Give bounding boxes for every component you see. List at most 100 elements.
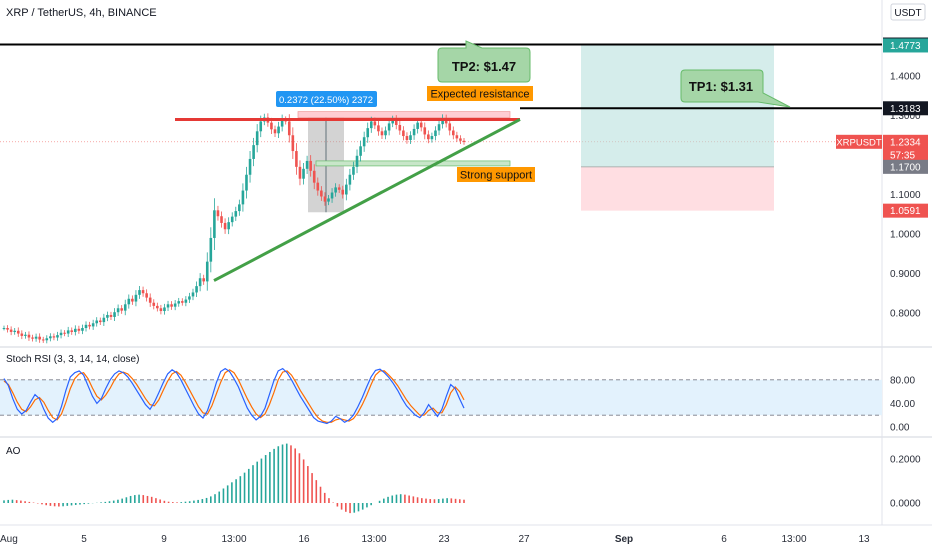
candle-body bbox=[116, 308, 120, 313]
candle-body bbox=[148, 297, 152, 303]
price-tick: 1.3000 bbox=[890, 111, 921, 122]
price-tick: 1.0000 bbox=[890, 230, 921, 241]
candle-body bbox=[255, 131, 259, 146]
price-tick: 0.8000 bbox=[890, 309, 921, 320]
candles bbox=[2, 113, 466, 344]
tp2-callout bbox=[437, 40, 531, 83]
candle-body bbox=[63, 332, 66, 334]
candle-body bbox=[98, 320, 102, 323]
candle-body bbox=[74, 328, 77, 332]
candle-body bbox=[402, 130, 405, 137]
candle-body bbox=[188, 296, 191, 300]
candle-body bbox=[462, 140, 466, 142]
candle-body bbox=[209, 237, 213, 262]
candle-body bbox=[24, 334, 27, 336]
candle-body bbox=[84, 324, 88, 329]
candle-body bbox=[220, 216, 223, 223]
candle-body bbox=[391, 119, 394, 124]
stoch-label: Stoch RSI (3, 3, 14, 14, close) bbox=[6, 354, 139, 365]
candle-body bbox=[337, 187, 341, 190]
candle-body bbox=[241, 190, 245, 205]
candle-body bbox=[341, 189, 345, 195]
candle-body bbox=[70, 330, 74, 332]
candle-body bbox=[327, 198, 330, 202]
candle-body bbox=[259, 121, 263, 132]
ao-tick: 0.2000 bbox=[890, 455, 921, 466]
time-tick: 6 bbox=[721, 534, 727, 545]
ao-label: AO bbox=[6, 446, 21, 457]
candle-body bbox=[102, 317, 106, 323]
candle-body bbox=[380, 131, 384, 136]
candle-body bbox=[202, 278, 205, 282]
time-tick: 23 bbox=[438, 534, 450, 545]
candle-body bbox=[106, 314, 109, 318]
candle-body bbox=[141, 290, 145, 294]
stoch-tick: 0.00 bbox=[890, 423, 910, 434]
currency-badge-box[interactable] bbox=[890, 3, 926, 21]
candle-body bbox=[245, 174, 248, 191]
candle-body bbox=[430, 136, 434, 140]
candle-body bbox=[238, 204, 241, 212]
candle-body bbox=[419, 122, 423, 128]
candle-body bbox=[291, 135, 295, 152]
candle-body bbox=[184, 299, 188, 303]
candle-body bbox=[405, 136, 409, 140]
stoch-tick: 40.00 bbox=[890, 399, 915, 410]
candle-body bbox=[398, 124, 402, 131]
candle-body bbox=[387, 123, 391, 131]
time-tick: Aug bbox=[0, 534, 18, 545]
candle-body bbox=[34, 336, 38, 339]
candle-body bbox=[13, 330, 16, 332]
measure-label: 0.2372 (22.50%) 2372 bbox=[279, 95, 373, 106]
candle-body bbox=[309, 160, 312, 171]
time-tick: Sep bbox=[615, 534, 633, 545]
ao-tick: 0.0000 bbox=[890, 499, 921, 510]
candle-body bbox=[444, 118, 448, 124]
price-label-box bbox=[883, 147, 928, 162]
stop-loss-zone bbox=[581, 166, 774, 211]
candle-body bbox=[434, 130, 437, 137]
candle-body bbox=[134, 294, 138, 302]
candle-body bbox=[6, 328, 9, 330]
candle-body bbox=[45, 338, 49, 341]
time-tick: 5 bbox=[81, 534, 87, 545]
candle-body bbox=[287, 121, 291, 136]
price-label-box bbox=[883, 38, 928, 53]
candle-body bbox=[227, 222, 230, 230]
candle-body bbox=[320, 190, 323, 197]
time-tick: 9 bbox=[161, 534, 167, 545]
candle-body bbox=[138, 290, 141, 295]
time-tick: 13:00 bbox=[361, 534, 386, 545]
tp1-label: TP1: $1.31 bbox=[689, 79, 753, 94]
support-label: Strong support bbox=[460, 170, 532, 182]
candle-body bbox=[38, 336, 41, 340]
price-label: 57:35 bbox=[890, 150, 915, 161]
time-tick: 13:00 bbox=[781, 534, 806, 545]
candle-body bbox=[213, 210, 216, 238]
candle-body bbox=[312, 170, 316, 183]
candle-body bbox=[437, 124, 441, 131]
candle-body bbox=[156, 305, 159, 309]
time-axis: Aug 5 9 13:00 16 13:00 23 27 Sep 6 13:00 13 bbox=[0, 534, 870, 545]
candle-body bbox=[369, 121, 373, 129]
candle-body bbox=[323, 196, 327, 202]
candle-body bbox=[109, 314, 113, 317]
resistance-zone bbox=[297, 111, 511, 118]
candle-body bbox=[359, 146, 362, 156]
resistance-label-box bbox=[427, 86, 533, 101]
time-tick: 16 bbox=[298, 534, 310, 545]
candle-body bbox=[16, 330, 20, 334]
price-label: 1.0591 bbox=[890, 206, 921, 217]
candle-body bbox=[230, 216, 234, 223]
stoch-rsi-panel: Stoch RSI (3, 3, 14, 14, close) 80.00 40.0… bbox=[0, 354, 915, 434]
price-tick: 0.9000 bbox=[890, 269, 921, 280]
currency-badge[interactable]: USDT bbox=[894, 8, 921, 19]
candle-body bbox=[131, 298, 134, 302]
candle-body bbox=[216, 210, 220, 217]
candle-body bbox=[195, 286, 198, 293]
candle-body bbox=[127, 298, 131, 305]
price-label: 1.3183 bbox=[890, 104, 921, 115]
candle-body bbox=[177, 301, 181, 304]
take-profit-zone bbox=[581, 45, 774, 167]
